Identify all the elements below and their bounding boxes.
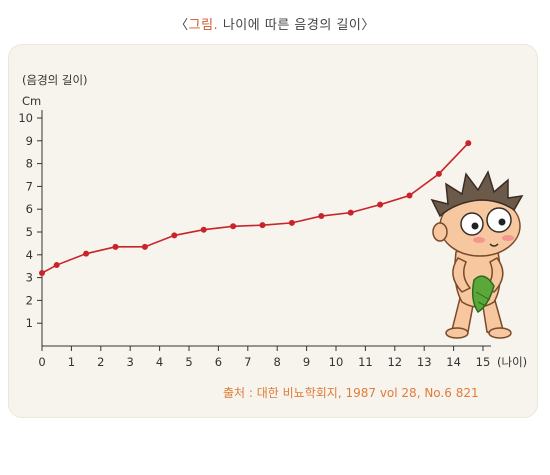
x-tick-label: 14 xyxy=(446,355,461,369)
y-tick-label: 4 xyxy=(26,248,33,262)
y-tick-label: 9 xyxy=(26,134,33,148)
x-tick-label: 0 xyxy=(38,355,45,369)
x-tick-label: 2 xyxy=(97,355,104,369)
caption-text: 나이에 따른 음경의 길이 xyxy=(222,18,362,33)
x-tick-label: 12 xyxy=(387,355,402,369)
y-tick-label: 3 xyxy=(26,271,33,285)
y-tick-label: 5 xyxy=(26,225,33,239)
x-tick-label: 11 xyxy=(358,355,373,369)
data-point xyxy=(406,192,413,199)
y-tick-label: 1 xyxy=(26,316,33,330)
y-axis-label: (음경의 길이) xyxy=(22,73,88,87)
x-tick-label: 1 xyxy=(68,355,75,369)
y-tick-label: 10 xyxy=(18,111,33,125)
x-tick-label: 4 xyxy=(156,355,163,369)
chart-marks xyxy=(39,140,472,277)
y-tick-label: 6 xyxy=(26,202,33,216)
data-point xyxy=(83,250,90,257)
caption-close-bracket: 〉 xyxy=(361,18,375,33)
x-axis-label: (나이) xyxy=(497,355,527,369)
data-point xyxy=(259,222,266,229)
caption-open-bracket: 〈 xyxy=(175,18,189,33)
data-point xyxy=(171,232,178,239)
data-point xyxy=(141,243,148,250)
x-tick-label: 8 xyxy=(274,355,281,369)
data-point xyxy=(465,140,472,147)
data-point xyxy=(377,201,384,208)
y-tick-label: 2 xyxy=(26,293,33,307)
data-point xyxy=(318,213,325,220)
data-point xyxy=(347,209,354,216)
x-tick-label: 9 xyxy=(303,355,310,369)
y-axis-unit: Cm xyxy=(22,94,41,108)
data-point xyxy=(200,226,207,233)
x-tick-label: 15 xyxy=(476,355,491,369)
x-tick-label: 7 xyxy=(244,355,251,369)
data-point xyxy=(288,219,295,226)
data-point xyxy=(112,243,119,250)
data-point xyxy=(435,170,442,177)
y-tick-label: 8 xyxy=(26,157,33,171)
x-tick-label: 13 xyxy=(417,355,432,369)
data-point xyxy=(53,262,60,269)
data-point xyxy=(230,223,237,230)
source-note: 출처 : 대한 비뇨학회지, 1987 vol 28, No.6 821 xyxy=(223,386,479,400)
x-tick-label: 6 xyxy=(215,355,222,369)
caption-label: 그림. xyxy=(188,18,219,33)
figure-caption: 〈그림. 나이에 따른 음경의 길이〉 xyxy=(0,14,550,33)
x-tick-label: 3 xyxy=(127,355,134,369)
y-tick-label: 7 xyxy=(26,179,33,193)
series-line xyxy=(41,142,469,274)
cartoon-boy-icon xyxy=(430,170,524,339)
data-point xyxy=(39,270,45,277)
x-tick-label: 5 xyxy=(185,355,192,369)
x-tick-label: 10 xyxy=(329,355,344,369)
